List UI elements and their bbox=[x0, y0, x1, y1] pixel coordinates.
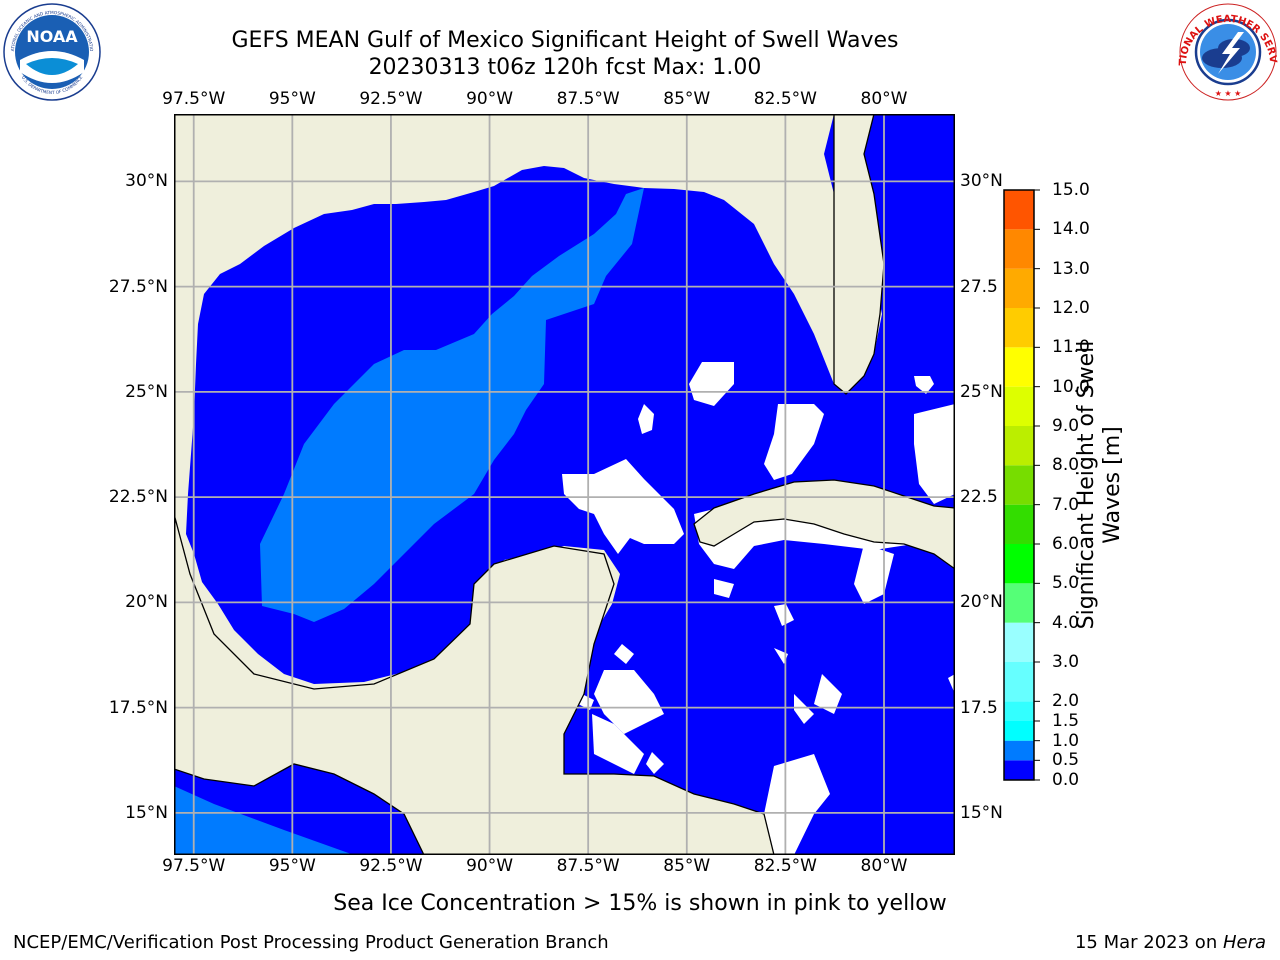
lon-label-bottom-2: 92.5°W bbox=[359, 856, 423, 876]
svg-text:★ ★ ★: ★ ★ ★ bbox=[1215, 89, 1242, 98]
colorbar-tick-4: 2.0 bbox=[1052, 691, 1080, 712]
colorbar-frame bbox=[1003, 189, 1035, 781]
lat-label-left-4: 20°N bbox=[125, 592, 168, 613]
colorbar-tick-12: 10.0 bbox=[1052, 376, 1090, 397]
lat-label-left-1: 27.5°N bbox=[108, 276, 168, 297]
lon-label-bottom-1: 95°W bbox=[268, 856, 316, 876]
lon-label-bottom-4: 87.5°W bbox=[556, 856, 620, 876]
colorbar-segment-1 bbox=[1004, 740, 1034, 761]
lat-label-left-5: 17.5°N bbox=[108, 697, 168, 718]
colorbar-segment-15 bbox=[1004, 229, 1034, 269]
graticule bbox=[174, 114, 955, 855]
noaa-logo: NOAA NATIONAL OCEANIC AND ATMOSPHERIC AD… bbox=[0, 0, 102, 102]
colorbar-tick-11: 9.0 bbox=[1052, 416, 1080, 436]
footer-branch: NCEP/EMC/Verification Post Processing Pr… bbox=[13, 932, 609, 953]
lat-label-left-2: 25°N bbox=[125, 381, 168, 402]
lat-label-left-6: 15°N bbox=[125, 802, 168, 823]
colorbar-segment-9 bbox=[1004, 465, 1034, 505]
map-frame bbox=[174, 114, 955, 855]
colorbar-segment-16 bbox=[1004, 190, 1034, 230]
footer-date: 15 Mar 2023 on Hera bbox=[1075, 932, 1266, 953]
gulf-of-mexico-swell-map bbox=[174, 114, 955, 855]
swell-contour-0p5-1m bbox=[260, 188, 644, 622]
swell-contour-0p5-1m-south bbox=[174, 786, 354, 855]
lat-label-right-0: 30°N bbox=[960, 171, 1003, 192]
colorbar-segment-12 bbox=[1004, 347, 1034, 387]
lat-label-right-2: 25°N bbox=[960, 381, 1003, 402]
colorbar bbox=[1003, 189, 1040, 781]
lon-label-top-2: 92.5°W bbox=[359, 89, 423, 109]
colorbar-segment-13 bbox=[1004, 308, 1034, 348]
coastline-cuba bbox=[693, 479, 955, 570]
lon-label-top-3: 90°W bbox=[466, 89, 514, 109]
noaa-logo-text: NOAA bbox=[26, 27, 78, 46]
colorbar-segment-3 bbox=[1004, 701, 1034, 721]
nws-logo: NATIONAL WEATHER SERVICE ★ ★ ★ bbox=[1174, 0, 1278, 102]
coastline-south bbox=[174, 513, 775, 855]
lat-label-right-3: 22.5 bbox=[960, 487, 998, 508]
lon-label-bottom-3: 90°W bbox=[466, 856, 514, 876]
colorbar-tick-16: 14.0 bbox=[1052, 219, 1090, 240]
colorbar-label-line1: Significant Height of Swell bbox=[1074, 340, 1099, 630]
sea-ice-note: Sea Ice Concentration > 15% is shown in … bbox=[333, 891, 947, 916]
lat-label-left-3: 22.5°N bbox=[108, 487, 168, 508]
colorbar-tick-15: 13.0 bbox=[1052, 258, 1090, 279]
colorbar-label-line2: Waves [m] bbox=[1100, 426, 1125, 544]
colorbar-segment-4 bbox=[1004, 662, 1034, 702]
lat-label-right-1: 27.5 bbox=[960, 276, 998, 297]
lon-label-top-1: 95°W bbox=[268, 89, 316, 109]
colorbar-segment-5 bbox=[1004, 622, 1034, 662]
lat-label-right-6: 15°N bbox=[960, 802, 1003, 823]
lon-label-top-7: 80°W bbox=[860, 89, 908, 109]
colorbar-tick-9: 7.0 bbox=[1052, 494, 1080, 515]
footer-date-text: 15 Mar 2023 on bbox=[1074, 932, 1223, 953]
colorbar-tick-10: 8.0 bbox=[1052, 455, 1080, 476]
colorbar-tick-8: 6.0 bbox=[1052, 534, 1080, 554]
colorbar-tick-2: 1.0 bbox=[1052, 730, 1080, 751]
map-title: GEFS MEAN Gulf of Mexico Significant Hei… bbox=[231, 28, 899, 53]
colorbar-tick-14: 12.0 bbox=[1052, 298, 1090, 318]
lat-label-right-5: 17.5 bbox=[960, 697, 998, 718]
colorbar-tick-5: 3.0 bbox=[1052, 652, 1080, 672]
colorbar-tick-7: 5.0 bbox=[1052, 573, 1080, 594]
colorbar-segment-0 bbox=[1004, 760, 1034, 780]
lon-label-bottom-7: 80°W bbox=[860, 856, 908, 876]
colorbar-segment-14 bbox=[1004, 268, 1034, 308]
colorbar-tick-0: 0.0 bbox=[1052, 770, 1080, 790]
lon-label-top-5: 85°W bbox=[663, 89, 711, 109]
colorbar-segment-2 bbox=[1004, 721, 1034, 741]
colorbar-tick-3: 1.5 bbox=[1052, 711, 1080, 731]
colorbar-segment-8 bbox=[1004, 504, 1034, 544]
lon-label-top-6: 82.5°W bbox=[753, 89, 817, 109]
map-subtitle: 20230313 t06z 120h fcst Max: 1.00 bbox=[368, 55, 762, 80]
colorbar-tick-17: 15.0 bbox=[1052, 180, 1090, 200]
colorbar-segment-11 bbox=[1004, 386, 1034, 426]
lat-label-right-4: 20°N bbox=[960, 592, 1003, 613]
colorbar-segment-10 bbox=[1004, 426, 1034, 466]
lat-label-left-0: 30°N bbox=[125, 171, 168, 192]
lon-label-bottom-6: 82.5°W bbox=[753, 856, 817, 876]
lon-label-top-0: 97.5°W bbox=[162, 89, 226, 109]
lon-label-top-4: 87.5°W bbox=[556, 89, 620, 109]
colorbar-tick-13: 11.0 bbox=[1052, 337, 1090, 358]
colorbar-segment-6 bbox=[1004, 583, 1034, 623]
colorbar-segment-7 bbox=[1004, 544, 1034, 584]
footer-machine: Hera bbox=[1222, 932, 1266, 953]
lon-label-bottom-5: 85°W bbox=[663, 856, 711, 876]
lon-label-bottom-0: 97.5°W bbox=[162, 856, 226, 876]
colorbar-tick-1: 0.5 bbox=[1052, 750, 1080, 771]
colorbar-tick-6: 4.0 bbox=[1052, 612, 1080, 633]
